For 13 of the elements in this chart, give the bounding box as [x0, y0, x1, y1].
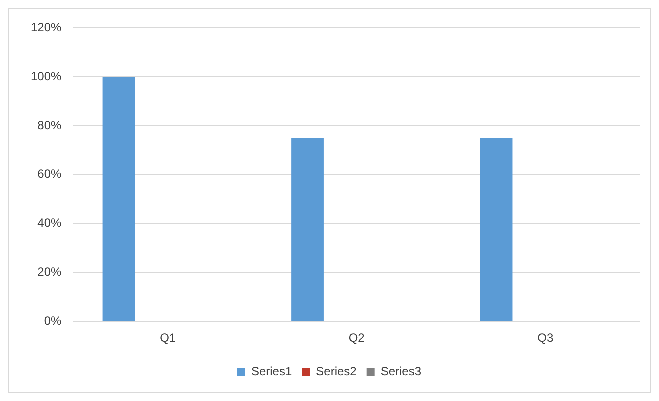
y-tick-label: 100%	[30, 69, 62, 84]
y-tick-label: 120%	[30, 20, 62, 35]
y-tick-label: 0%	[44, 314, 62, 328]
legend-label: Series3	[380, 364, 422, 378]
legend-label: Series2	[316, 364, 358, 378]
y-tick-label: 80%	[38, 118, 62, 132]
x-tick-label: Q2	[348, 331, 366, 346]
y-tick-label: 20%	[38, 265, 62, 280]
legend-label: Series1	[251, 364, 292, 378]
x-tick-label: Q3	[538, 331, 554, 346]
y-tick-label: 60%	[38, 167, 62, 182]
x-tick-label: Q1	[160, 331, 176, 346]
y-tick-label: 40%	[38, 216, 62, 230]
